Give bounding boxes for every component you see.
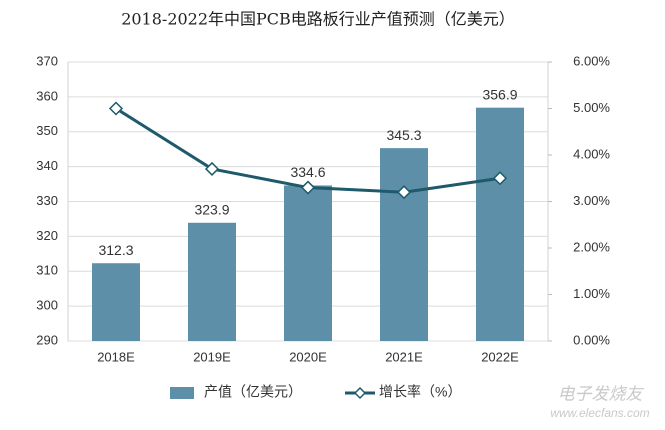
x-tick-label: 2019E [193, 349, 231, 364]
legend-marker [353, 386, 367, 400]
x-tick-label: 2018E [97, 349, 135, 364]
y-tick-label: 350 [36, 123, 58, 138]
y-tick-label: 300 [36, 298, 58, 313]
data-label: 323.9 [194, 201, 229, 217]
legend-label: 产值（亿美元） [204, 384, 302, 400]
x-tick-label: 2020E [289, 349, 327, 364]
bar [284, 185, 332, 341]
bar [476, 107, 524, 341]
x-tick-label: 2022E [481, 349, 519, 364]
bar [188, 222, 236, 341]
data-label: 356.9 [482, 86, 517, 102]
marker [396, 185, 412, 200]
y-tick-label: 290 [36, 332, 58, 347]
legend-swatch [170, 387, 194, 399]
marker [300, 180, 316, 195]
watermark: 电子发烧友 [558, 384, 645, 403]
y-tick-label: 310 [36, 263, 58, 278]
y-tick-label: 360 [36, 88, 58, 103]
marker [204, 161, 220, 177]
y2-tick-label: 0.00% [573, 332, 610, 347]
watermark: www.elecfans.com [550, 406, 649, 420]
data-label: 345.3 [386, 127, 421, 143]
data-label: 312.3 [98, 242, 133, 258]
bar [92, 263, 140, 341]
y2-tick-label: 4.00% [573, 146, 610, 161]
y2-tick-label: 5.00% [573, 100, 610, 115]
y-tick-label: 330 [36, 193, 58, 208]
y2-tick-label: 2.00% [573, 239, 610, 254]
y-tick-label: 340 [36, 158, 58, 173]
marker [492, 171, 508, 186]
y2-tick-label: 3.00% [573, 193, 610, 208]
chart-title: 2018-2022年中国PCB电路板行业产值预测（亿美元） [121, 10, 515, 29]
bar [380, 148, 428, 341]
legend-label: 增长率（%） [379, 384, 461, 400]
y-tick-label: 320 [36, 228, 58, 243]
data-label: 334.6 [290, 164, 325, 180]
x-tick-label: 2021E [385, 349, 423, 364]
marker [108, 101, 124, 116]
y-tick-label: 370 [36, 53, 58, 68]
y2-tick-label: 6.00% [573, 53, 610, 68]
y2-tick-label: 1.00% [573, 286, 610, 301]
